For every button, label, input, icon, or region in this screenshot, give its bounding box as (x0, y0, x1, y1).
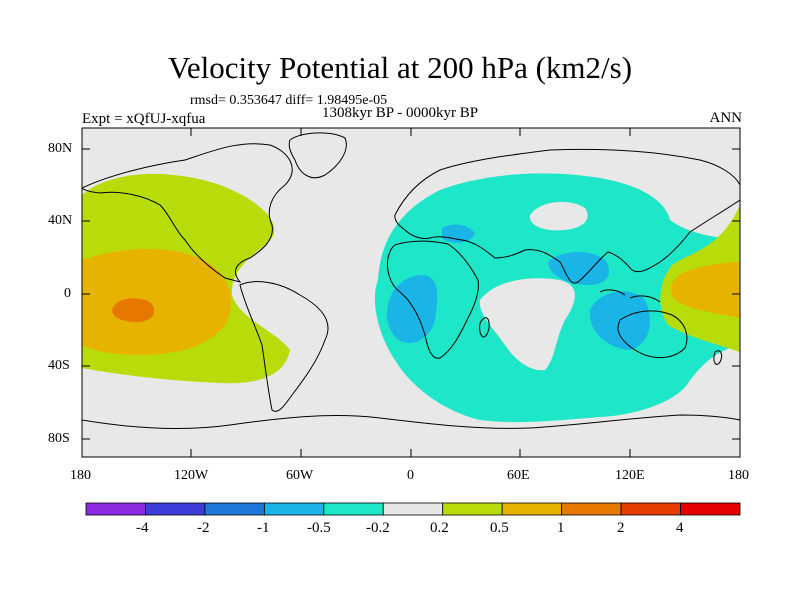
lat-label-40n: 40N (48, 213, 73, 228)
lon-label-120w: 120W (174, 468, 209, 483)
colorbar-box-10 (620, 502, 681, 516)
coast-eurasia (394, 148, 740, 284)
colorbar-label-7: 0.5 (490, 520, 509, 536)
colorbar-box-8 (501, 502, 563, 516)
coast-new-zealand (713, 350, 723, 365)
colorbar (85, 502, 741, 516)
region-yellow-west-pacific (670, 262, 740, 318)
coast-greenland (288, 132, 347, 179)
coast-south-america (239, 281, 329, 412)
colorbar-label-8: 1 (557, 520, 565, 536)
colorbar-label-1: -4 (136, 520, 149, 536)
colorbar-label-3: -1 (257, 520, 270, 536)
season-label: ANN (709, 110, 743, 126)
lon-label-180e: 180 (728, 468, 749, 483)
colorbar-label-9: 2 (617, 520, 625, 536)
colorbar-box-9 (561, 502, 622, 516)
colorbar-box-11 (680, 502, 741, 516)
coast-antarctica (82, 414, 740, 430)
coastlines (82, 132, 740, 430)
lon-label-60w: 60W (286, 468, 314, 483)
lon-label-180w: 180 (70, 468, 91, 483)
colorbar-label-5: -0.2 (366, 520, 390, 536)
coast-australia (617, 310, 688, 359)
contour-fields (82, 132, 740, 430)
lat-label-80s: 80S (48, 431, 70, 446)
colorbar-label-2: -2 (197, 520, 210, 536)
region-neutral-asia (529, 201, 588, 231)
lat-label-40s: 40S (48, 358, 70, 373)
coast-madagascar (479, 317, 490, 338)
colorbar-box-5 (323, 502, 384, 516)
region-yellow-pacific (82, 248, 232, 355)
lon-label-0: 0 (407, 468, 414, 483)
colorbar-box-7 (442, 502, 503, 516)
chart-title: Velocity Potential at 200 hPa (km2/s) (167, 50, 633, 85)
colorbar-label-6: 0.2 (430, 520, 449, 536)
colorbar-box-2 (145, 502, 206, 516)
lat-label-80n: 80N (48, 141, 73, 156)
lat-label-0: 0 (64, 286, 71, 301)
coast-north-america (82, 143, 293, 283)
coast-indonesia (599, 289, 661, 303)
experiment-label: Expt = xQfUJ-xqfua (82, 111, 206, 127)
colorbar-box-3 (204, 502, 265, 516)
period-text: 1308kyr BP - 0000kyr BP (322, 105, 479, 121)
stats-text: rmsd= 0.353647 diff= 1.98495e-05 (190, 93, 388, 108)
region-orange-pacific (112, 298, 155, 323)
colorbar-label-4: -0.5 (307, 520, 331, 536)
region-neutral-indian (479, 278, 575, 371)
colorbar-box-1 (85, 502, 146, 516)
colorbar-box-6 (382, 502, 444, 516)
colorbar-box-4 (263, 502, 325, 516)
region-blue-india (548, 251, 610, 285)
axis-ticks (82, 128, 740, 457)
lon-label-120e: 120E (615, 468, 645, 483)
lon-label-60e: 60E (507, 468, 530, 483)
colorbar-label-10: 4 (676, 520, 684, 536)
coast-africa (387, 240, 479, 359)
